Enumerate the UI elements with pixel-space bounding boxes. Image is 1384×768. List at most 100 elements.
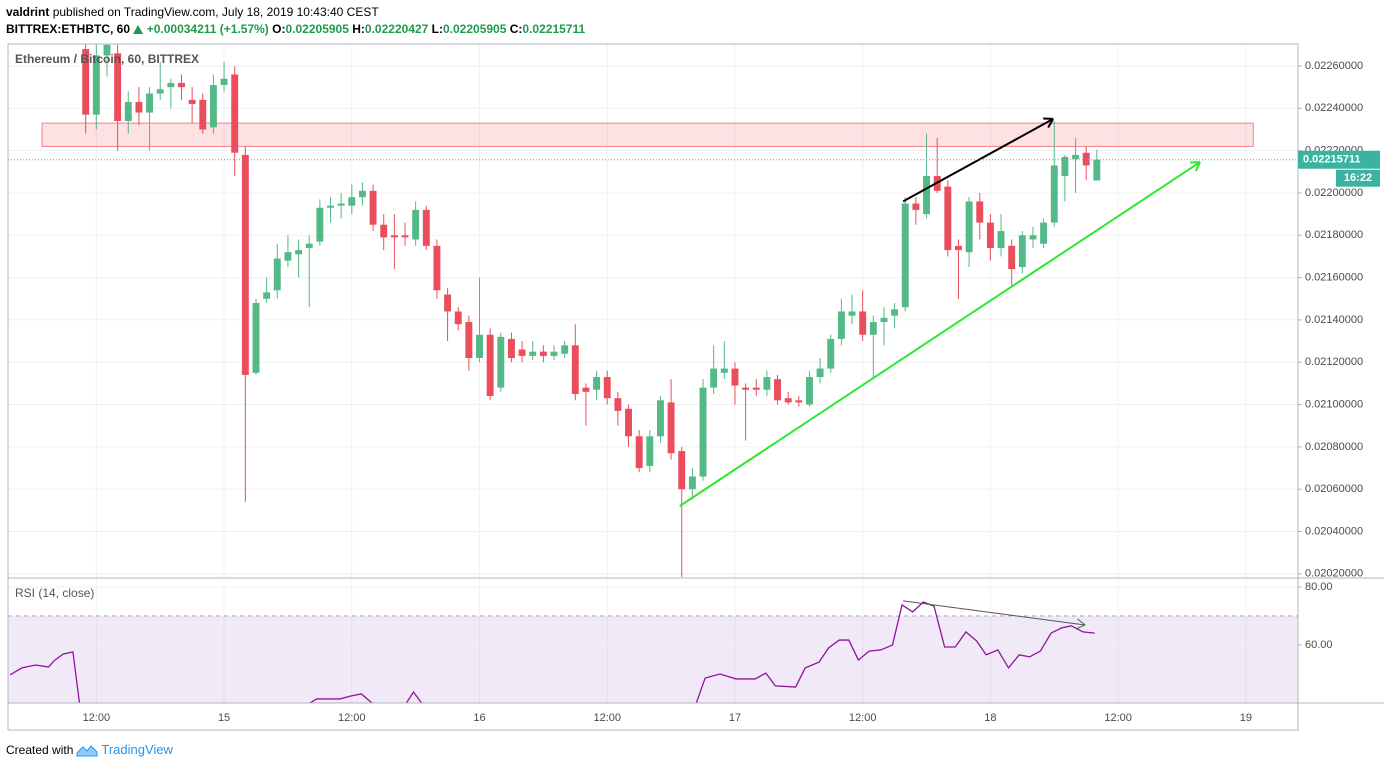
rsi-label: RSI (14, close) xyxy=(15,586,94,600)
candle-body xyxy=(220,78,228,86)
rsi-tick-label: 60.00 xyxy=(1305,639,1333,651)
rsi-pane xyxy=(8,580,1298,703)
x-tick-label: 19 xyxy=(1240,712,1252,724)
price-pane xyxy=(8,44,1298,577)
candle-body xyxy=(252,302,260,373)
candle-body xyxy=(720,368,728,373)
tv-logo xyxy=(76,744,98,756)
candle-body xyxy=(774,379,781,401)
candle-body xyxy=(699,387,707,477)
candle-body xyxy=(603,377,611,399)
candle-body xyxy=(848,311,856,316)
candle-body xyxy=(752,387,760,390)
y-tick-label: 0.02120000 xyxy=(1305,356,1363,368)
arrow-head xyxy=(1194,161,1201,172)
candle-body xyxy=(625,408,632,437)
x-tick-label: 12:00 xyxy=(849,712,877,724)
up-arrow xyxy=(133,25,144,34)
x-tick-label: 12:00 xyxy=(83,712,111,724)
candle-body xyxy=(869,322,877,335)
candle-body xyxy=(199,99,207,130)
candle-body xyxy=(348,197,356,206)
candle-body xyxy=(571,345,579,394)
candle-body xyxy=(976,201,984,223)
candle-body xyxy=(710,368,718,388)
arrow-head xyxy=(1076,618,1086,626)
candle-body xyxy=(284,252,292,261)
y-tick-label: 0.02160000 xyxy=(1305,272,1363,284)
ohlc-value: 0.02215711 xyxy=(522,22,586,36)
candle-body xyxy=(1061,156,1069,177)
candle-body xyxy=(646,436,654,466)
candle-body xyxy=(582,387,590,392)
candle-body xyxy=(678,451,686,490)
candle-body xyxy=(859,311,867,335)
candle-body xyxy=(1072,154,1080,160)
x-tick-label: 12:00 xyxy=(1104,712,1132,724)
candle-body xyxy=(465,322,473,359)
candle-body xyxy=(593,377,601,390)
candle-body xyxy=(124,101,132,122)
candle-body xyxy=(82,49,90,115)
candle-body xyxy=(1018,235,1026,268)
candle-body xyxy=(901,203,909,308)
candle-body xyxy=(444,294,452,312)
price-label-bg xyxy=(1298,150,1380,169)
candle-body xyxy=(784,398,792,403)
candle-body xyxy=(380,224,388,238)
candle-body xyxy=(178,82,185,88)
candle-body xyxy=(539,351,547,356)
y-tick-label: 0.02100000 xyxy=(1305,398,1363,410)
candle-body xyxy=(156,89,164,94)
candle-body xyxy=(1082,152,1090,166)
rsi-band xyxy=(8,615,1298,703)
x-tick-label: 18 xyxy=(984,712,996,724)
candle-body xyxy=(422,209,430,246)
countdown: 16:22 xyxy=(1344,172,1372,184)
candle-body xyxy=(209,85,217,128)
x-tick-label: 12:00 xyxy=(593,712,621,724)
candle-body xyxy=(827,338,835,369)
arrow-head xyxy=(1047,118,1055,129)
candle-body xyxy=(614,398,622,411)
y-tick-label: 0.02260000 xyxy=(1305,60,1363,72)
candle-body xyxy=(433,245,441,291)
candle-body xyxy=(1050,165,1058,223)
trend-line xyxy=(902,118,1054,203)
y-tick-label: 0.02040000 xyxy=(1305,525,1363,537)
candle-body xyxy=(806,377,813,405)
candle-body xyxy=(92,55,100,115)
candle-body xyxy=(837,311,845,339)
candle-body xyxy=(486,334,494,397)
y-tick-label: 0.02020000 xyxy=(1305,568,1363,580)
candle-body xyxy=(1008,245,1016,270)
footer: Created with TradingView xyxy=(6,742,173,757)
candle-body xyxy=(731,368,739,386)
candle-body xyxy=(337,203,345,206)
candle-body xyxy=(891,309,899,316)
candle-body xyxy=(944,186,952,251)
y-tick-label: 0.02180000 xyxy=(1305,229,1363,241)
candle-body xyxy=(518,349,526,356)
arrow-head xyxy=(1075,624,1086,630)
resistance-zone xyxy=(41,122,1254,147)
candle-body xyxy=(1093,159,1101,181)
candle-body xyxy=(507,338,515,359)
ohlc-key: L: xyxy=(431,22,443,36)
candle-body xyxy=(497,336,505,388)
symbol-line: BITTREX:ETHBTC, 60 +0.00034211 (+1.57%) … xyxy=(6,21,585,38)
symbol: BITTREX:ETHBTC, 60 xyxy=(6,22,131,36)
y-tick-label: 0.02060000 xyxy=(1305,483,1363,495)
x-tick-label: 12:00 xyxy=(338,712,366,724)
candle-body xyxy=(135,101,143,113)
candle-body xyxy=(390,235,398,238)
trend-line xyxy=(679,161,1201,507)
y-tick-label: 0.02200000 xyxy=(1305,187,1363,199)
candle-body xyxy=(688,476,696,490)
candle-body xyxy=(656,400,664,437)
publish-line: valdrint published on TradingView.com, J… xyxy=(6,4,585,21)
ohlc-value: 0.02220427 xyxy=(364,22,429,36)
rsi-line xyxy=(9,601,1095,703)
candle-body xyxy=(369,190,377,225)
